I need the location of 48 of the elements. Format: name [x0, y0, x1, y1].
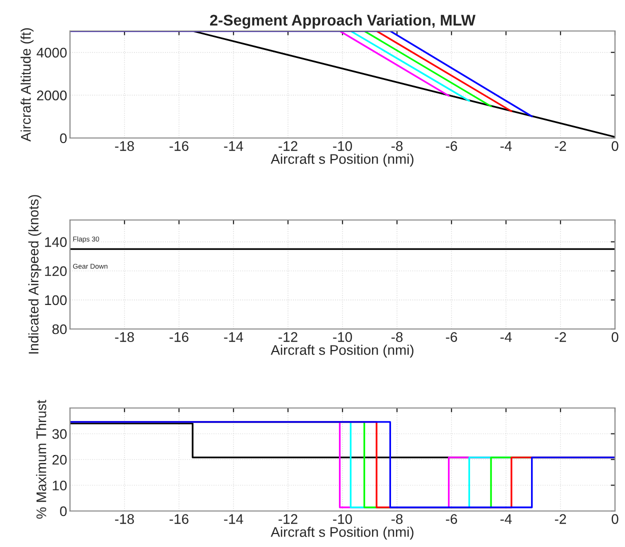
x-tick-label: -16	[170, 514, 188, 524]
x-tick-label: -10	[333, 141, 352, 151]
x-axis-title: Aircraft s Position (nmi)	[270, 344, 414, 358]
y-axis-title: % Maximum Thrust	[36, 400, 46, 519]
y-tick-label: 2000	[37, 90, 67, 100]
x-tick-label: -14	[224, 514, 244, 524]
x-tick-label: -6	[446, 332, 458, 342]
y-tick-label: 10	[52, 480, 67, 490]
x-tick-label: -6	[446, 141, 458, 151]
y-tick-label: 120	[45, 266, 67, 276]
y-tick-label: 0	[60, 133, 67, 144]
x-tick-label: -8	[391, 332, 403, 342]
x-tick-label: -8	[391, 514, 403, 524]
y-tick-label: 80	[52, 324, 67, 334]
x-tick-label: -4	[500, 514, 512, 524]
x-tick-label: -18	[115, 332, 134, 342]
x-tick-label: -18	[115, 514, 134, 524]
x-tick-label: -2	[554, 514, 566, 524]
x-tick-label: -14	[224, 141, 244, 151]
x-tick-label: -6	[446, 514, 458, 524]
y-tick-label: 4000	[36, 48, 67, 58]
x-tick-label: -2	[554, 332, 566, 342]
y-tick-label: 0	[60, 506, 67, 516]
x-tick-label: 0	[612, 514, 618, 524]
x-axis-title: Aircraft s Position (nmi)	[270, 154, 414, 167]
x-tick-label: -10	[333, 332, 352, 342]
y-axis-title: Indicated Airspeed (knots)	[28, 195, 42, 354]
x-tick-label: -14	[224, 332, 244, 342]
x-tick-label: -2	[554, 141, 566, 151]
x-tick-label: 0	[612, 332, 618, 342]
x-tick-label: -4	[500, 141, 512, 151]
y-tick-label: 20	[52, 454, 67, 465]
x-tick-label: -12	[278, 141, 298, 151]
y-axis-title: Aircraft Altitude (ft)	[20, 28, 34, 142]
y-tick-label: 100	[45, 295, 67, 306]
x-tick-label: -16	[170, 332, 188, 342]
x-tick-label: -18	[115, 141, 134, 151]
x-tick-label: -10	[333, 514, 352, 524]
x-tick-label: -4	[500, 332, 512, 342]
x-tick-label: -12	[278, 514, 298, 524]
x-tick-label: -8	[391, 141, 403, 151]
y-tick-label: 140	[45, 237, 67, 247]
x-axis-title: Aircraft s Position (nmi)	[270, 526, 414, 540]
x-tick-label: 0	[612, 141, 618, 151]
y-tick-label: 30	[52, 429, 67, 439]
x-tick-label: -16	[170, 141, 188, 151]
x-tick-label: -12	[278, 332, 298, 342]
chart-title: 2-Segment Approach Variation, MLW	[210, 14, 476, 29]
